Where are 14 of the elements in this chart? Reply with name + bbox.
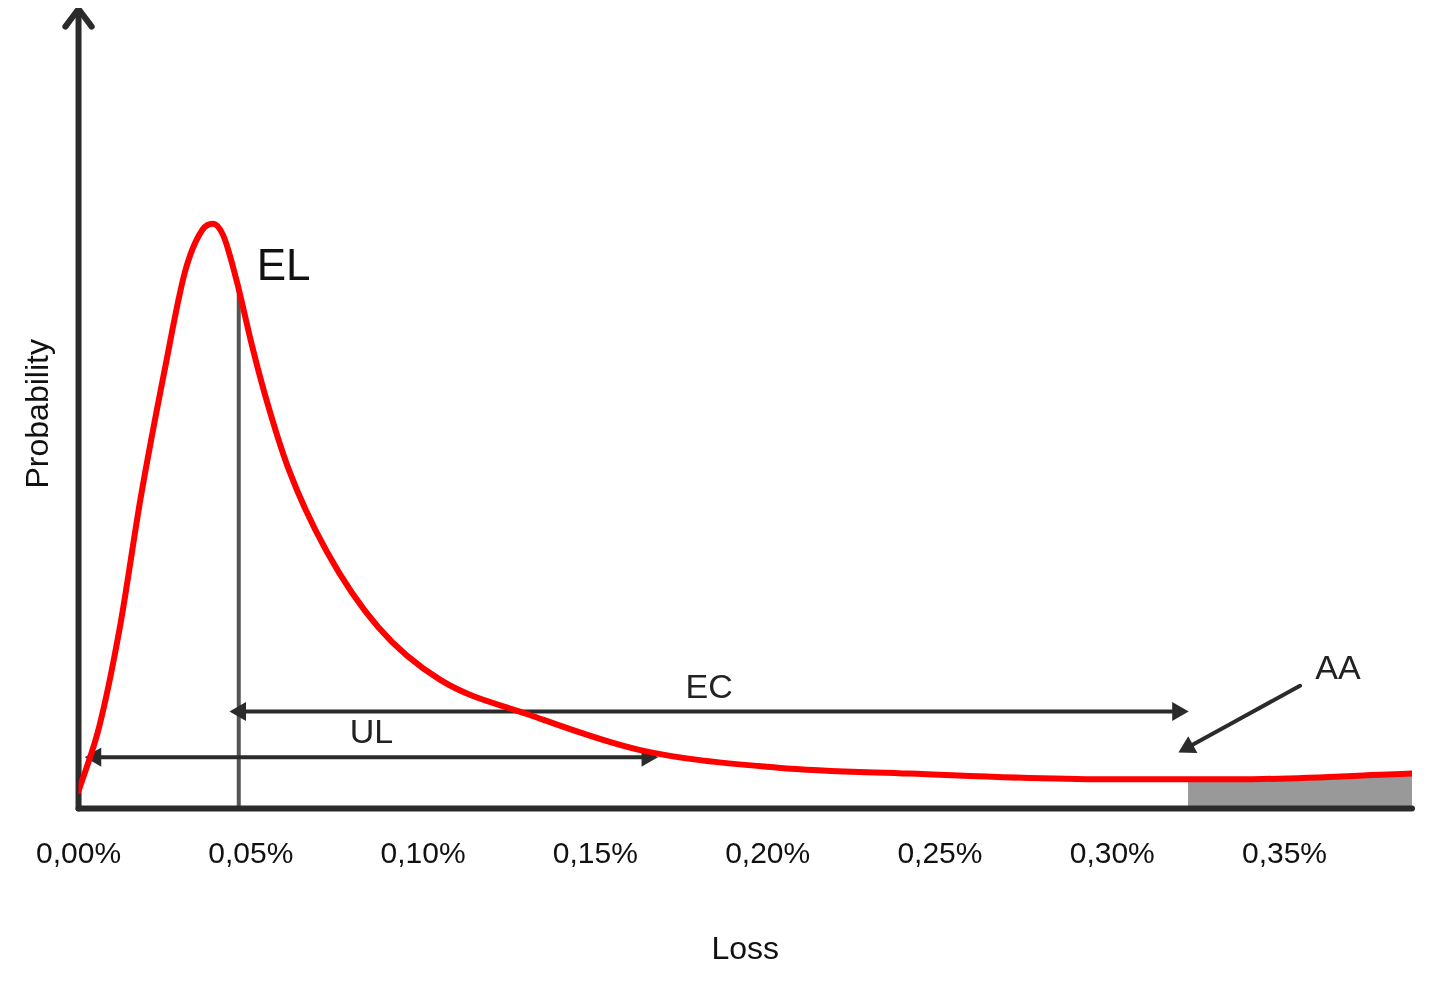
x-tick-label: 0,00% [35, 835, 122, 869]
band-label: AA [1315, 647, 1362, 686]
series-label: EC [685, 666, 733, 705]
ref-line-label: EL [256, 239, 311, 289]
x-axis-title: Loss [711, 929, 780, 966]
x-tick-label: 0,30% [1069, 835, 1155, 869]
y-axis-title: Probability [19, 339, 56, 489]
x-tick-label: 0,35% [1241, 835, 1328, 869]
x-tick-label: 0,05% [208, 835, 294, 869]
series-label: UL [349, 712, 394, 751]
x-tick-label: 0,15% [552, 835, 638, 869]
x-tick-label: 0,25% [897, 835, 983, 869]
x-tick-label: 0,20% [725, 835, 811, 869]
x-tick-label: 0,10% [380, 835, 466, 869]
